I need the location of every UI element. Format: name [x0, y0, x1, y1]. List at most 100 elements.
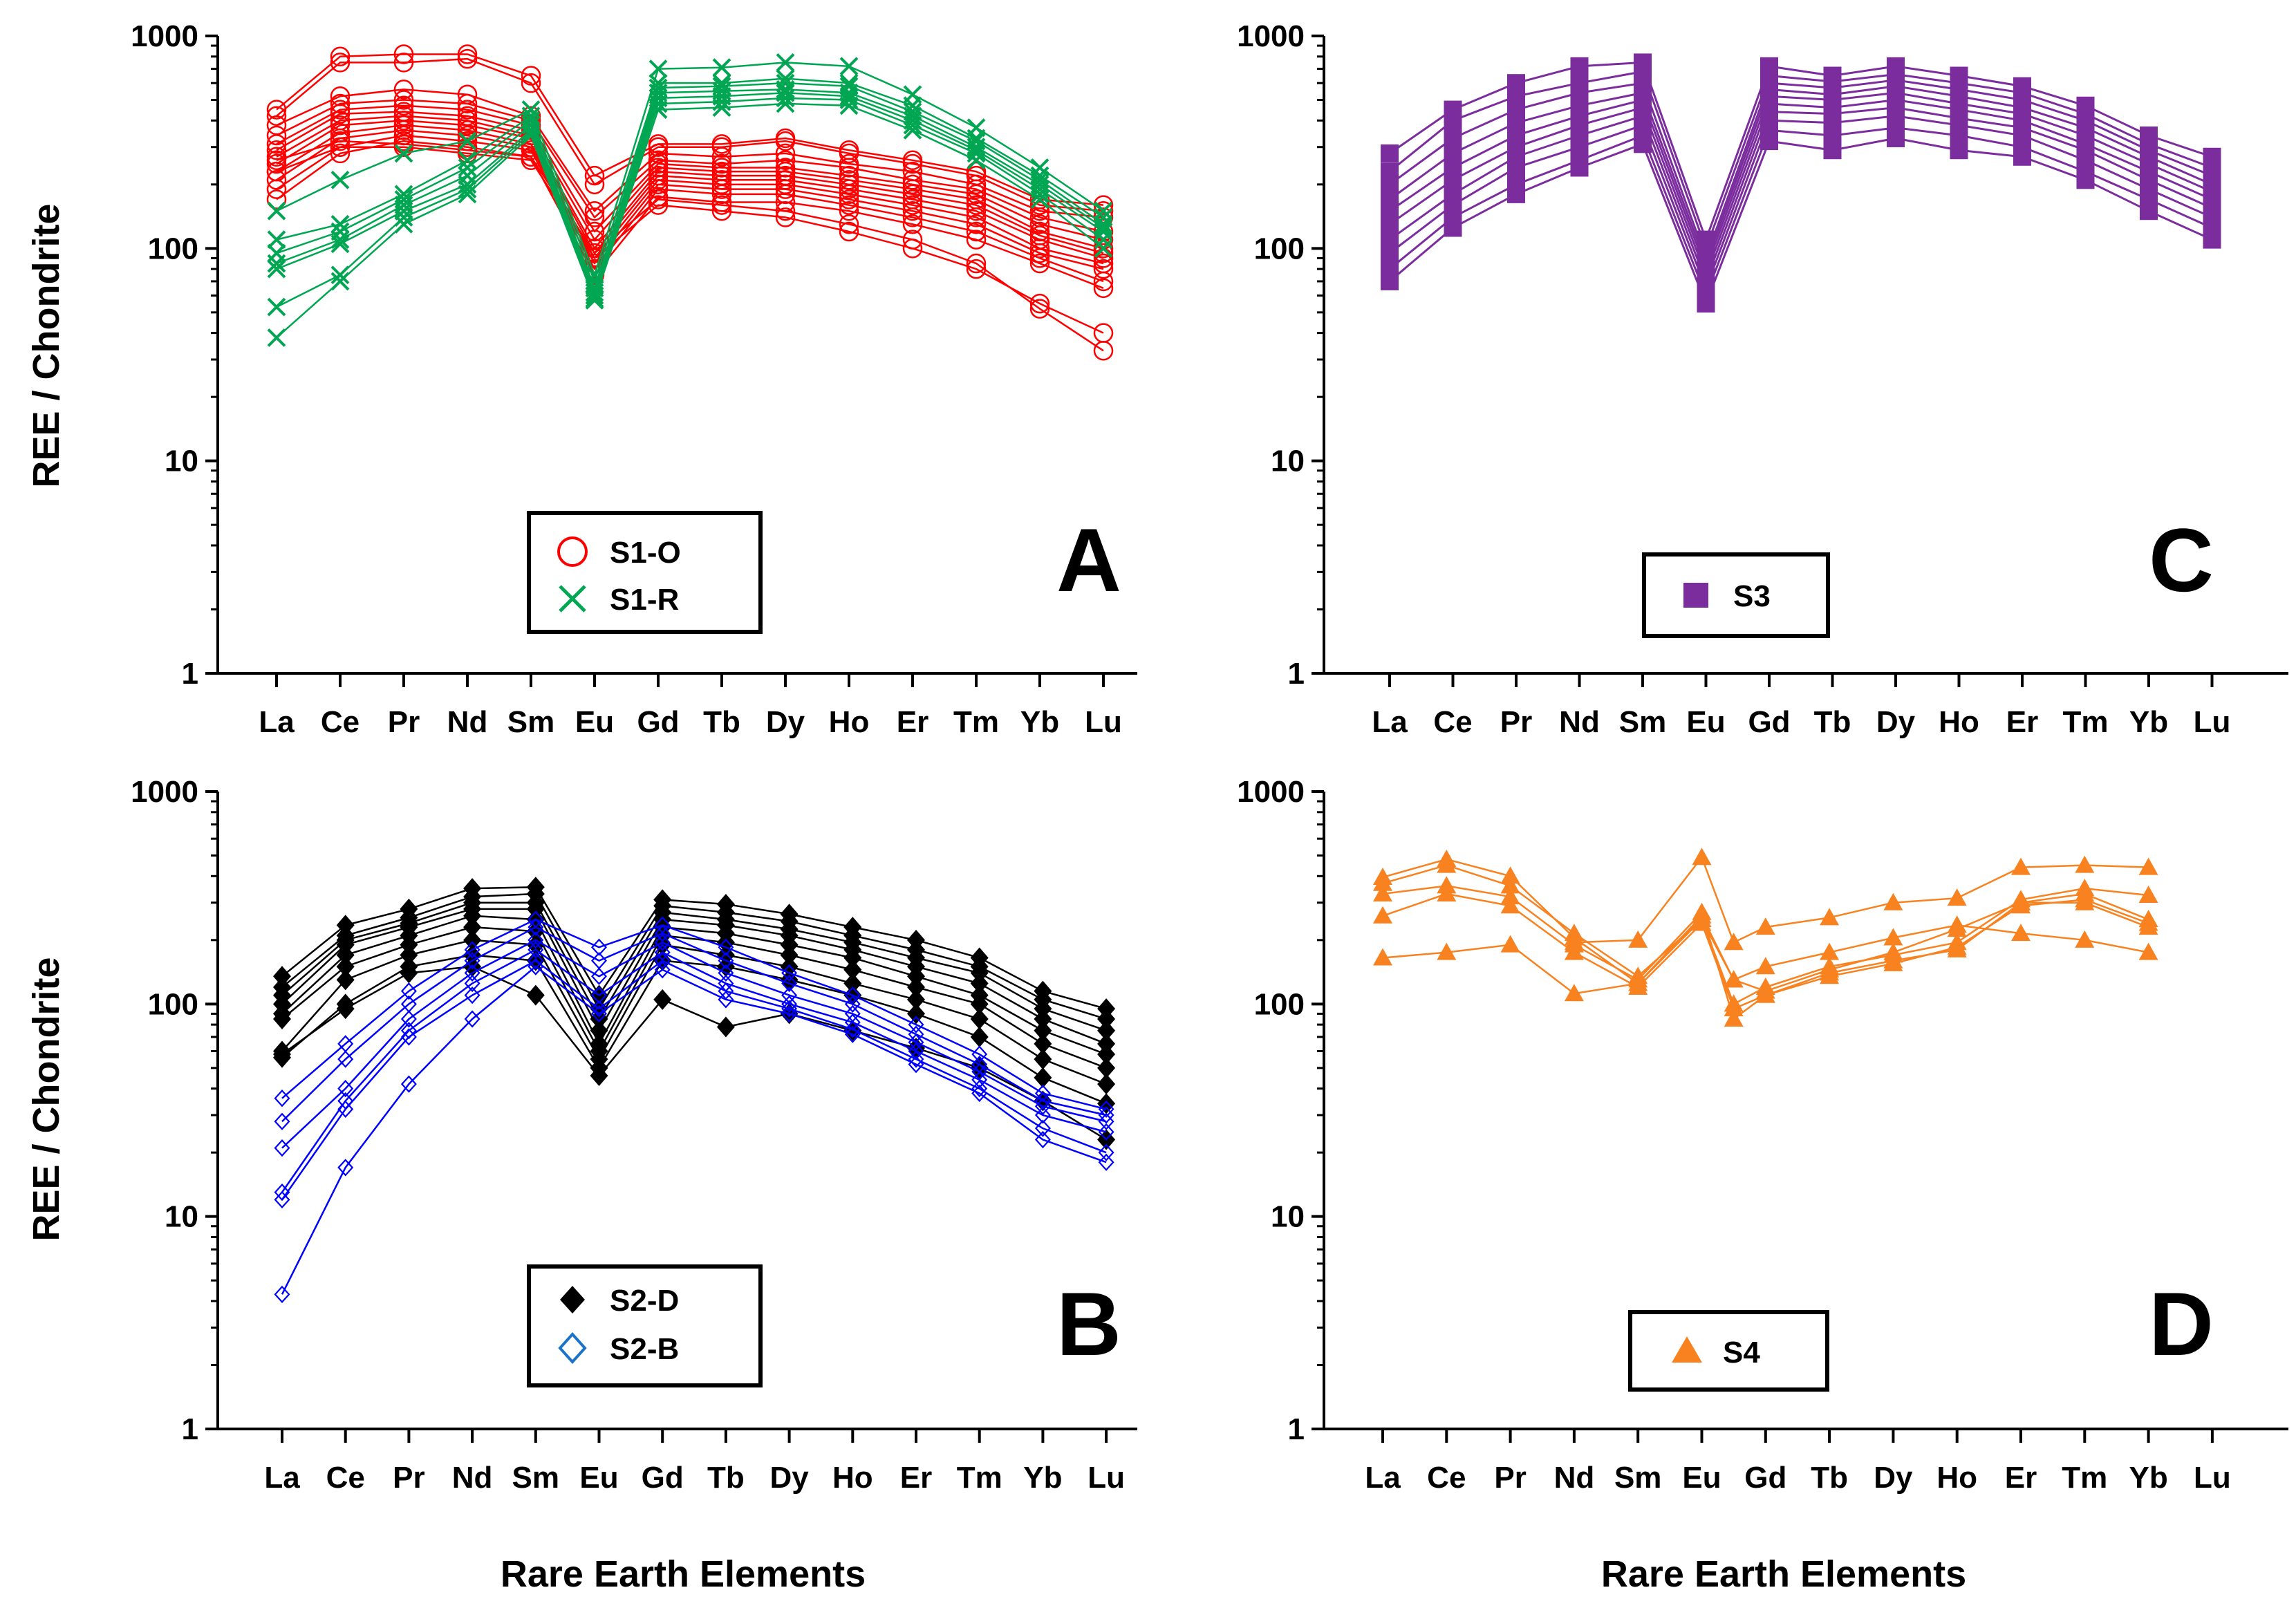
series-line — [281, 908, 1107, 1045]
data-point — [839, 158, 859, 178]
data-point — [1097, 1009, 1116, 1030]
x-tick-label: Lu — [2194, 1461, 2231, 1495]
data-point — [907, 989, 925, 1010]
data-point — [330, 137, 351, 157]
legend-a: S1-O S1-R — [527, 511, 763, 634]
data-point — [330, 170, 350, 189]
data-point — [1947, 915, 1967, 933]
series-s2-b-9 — [274, 910, 1114, 1119]
data-point — [337, 1079, 354, 1098]
data-point — [1500, 896, 1520, 914]
legend-label: S1-O — [610, 536, 681, 570]
x-tick-label: La — [264, 1461, 300, 1495]
x-tick-label: Ho — [1939, 705, 1979, 739]
data-point — [274, 1184, 290, 1202]
data-point — [1094, 230, 1113, 250]
data-point — [393, 95, 414, 116]
data-point — [712, 98, 731, 118]
data-point — [591, 967, 607, 985]
data-point — [1692, 906, 1712, 924]
x-tick-label: Ce — [321, 705, 360, 739]
data-point — [584, 200, 605, 221]
data-point — [1500, 876, 1520, 894]
x-tick-label: Lu — [1085, 705, 1122, 739]
data-point — [1500, 887, 1520, 905]
series-s2-b-13 — [274, 951, 1114, 1208]
data-point — [970, 962, 989, 984]
data-point — [1029, 243, 1050, 263]
data-point — [1947, 888, 1967, 906]
data-point — [336, 944, 355, 966]
data-point — [330, 115, 351, 135]
legend-label: S2-D — [610, 1284, 679, 1318]
series-line — [1389, 85, 2213, 265]
series-line — [276, 111, 1104, 250]
data-point — [1029, 200, 1050, 221]
data-point — [908, 1034, 924, 1051]
data-point — [1437, 942, 1457, 960]
data-point — [1444, 111, 1462, 130]
data-point — [971, 1084, 988, 1103]
data-point — [2075, 855, 2095, 873]
data-point — [1570, 158, 1589, 177]
data-point — [654, 933, 671, 951]
data-point — [1820, 908, 1840, 926]
data-point — [1034, 1009, 1052, 1030]
series-s2-d-8 — [273, 956, 1116, 1150]
x-axis-label-right: Rare Earth Elements — [1601, 1553, 1966, 1595]
data-point — [1883, 892, 1903, 910]
data-point — [908, 1055, 924, 1074]
series-s1-o-1 — [266, 48, 1114, 221]
series-line — [276, 77, 1104, 283]
x-tick-label: Eu — [575, 705, 614, 739]
data-point — [1034, 1049, 1052, 1070]
data-point — [2076, 171, 2095, 189]
series-s1-o-2 — [266, 80, 1114, 227]
legend-label: S4 — [1723, 1336, 1760, 1369]
data-point — [330, 131, 351, 151]
data-point — [839, 200, 859, 221]
data-point — [907, 1003, 925, 1025]
x-tick-label: Tm — [957, 1461, 1002, 1495]
data-point — [330, 104, 351, 124]
data-point — [2138, 913, 2158, 931]
data-point — [966, 200, 987, 221]
data-point — [776, 80, 795, 99]
data-point — [521, 120, 541, 140]
x-tick-label: Pr — [1500, 705, 1532, 739]
x-tick-label: Eu — [1682, 1461, 1721, 1495]
data-point — [781, 1000, 798, 1018]
data-point — [1097, 1033, 1116, 1054]
data-point — [585, 290, 604, 310]
data-point — [902, 214, 923, 234]
data-point — [273, 1044, 291, 1065]
data-point — [966, 184, 987, 205]
data-point — [1500, 866, 1520, 884]
data-point — [716, 932, 735, 953]
series-s1-o-12 — [266, 137, 1114, 343]
data-point — [457, 48, 478, 69]
series-line — [1382, 892, 2149, 1010]
data-point — [528, 951, 544, 970]
data-point — [336, 956, 355, 978]
x-tick-label: Yb — [2129, 1461, 2167, 1495]
series-line — [1389, 61, 2212, 241]
data-point — [1034, 1097, 1051, 1115]
data-point — [1094, 201, 1113, 221]
data-point — [781, 986, 798, 1004]
series-line — [1389, 70, 2213, 250]
data-point — [526, 934, 545, 955]
series-line — [281, 886, 1107, 1010]
data-point — [528, 957, 544, 975]
y-tick-label: 1 — [182, 657, 198, 691]
x-tick-label: Sm — [1614, 1461, 1661, 1495]
data-point — [718, 991, 734, 1009]
series-line — [276, 82, 1104, 290]
data-point — [775, 150, 796, 171]
data-point — [648, 100, 668, 119]
data-point — [458, 166, 477, 185]
series-line — [276, 62, 1104, 276]
data-point — [781, 974, 798, 993]
data-point — [457, 93, 478, 114]
y-tick-label: 1000 — [1237, 19, 1305, 53]
